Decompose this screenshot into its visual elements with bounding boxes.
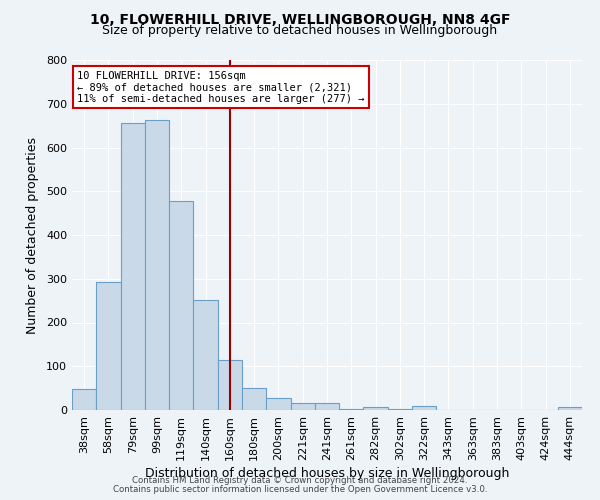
Bar — [72, 390, 96, 410]
Text: 10 FLOWERHILL DRIVE: 156sqm
← 89% of detached houses are smaller (2,321)
11% of : 10 FLOWERHILL DRIVE: 156sqm ← 89% of det… — [77, 70, 365, 104]
Text: Contains HM Land Registry data © Crown copyright and database right 2024.: Contains HM Land Registry data © Crown c… — [132, 476, 468, 485]
Text: 10, FLOWERHILL DRIVE, WELLINGBOROUGH, NN8 4GF: 10, FLOWERHILL DRIVE, WELLINGBOROUGH, NN… — [90, 12, 510, 26]
Bar — [266, 398, 290, 410]
Bar — [242, 388, 266, 410]
Text: Size of property relative to detached houses in Wellingborough: Size of property relative to detached ho… — [103, 24, 497, 37]
Bar — [558, 406, 582, 410]
Text: Contains public sector information licensed under the Open Government Licence v3: Contains public sector information licen… — [113, 485, 487, 494]
X-axis label: Distribution of detached houses by size in Wellingborough: Distribution of detached houses by size … — [145, 467, 509, 480]
Bar — [145, 120, 169, 410]
Bar — [315, 404, 339, 410]
Y-axis label: Number of detached properties: Number of detached properties — [26, 136, 39, 334]
Bar — [96, 282, 121, 410]
Bar — [121, 122, 145, 410]
Bar — [339, 408, 364, 410]
Bar — [412, 406, 436, 410]
Bar — [290, 402, 315, 410]
Bar — [218, 360, 242, 410]
Bar — [169, 202, 193, 410]
Bar — [364, 406, 388, 410]
Bar — [388, 408, 412, 410]
Bar — [193, 300, 218, 410]
